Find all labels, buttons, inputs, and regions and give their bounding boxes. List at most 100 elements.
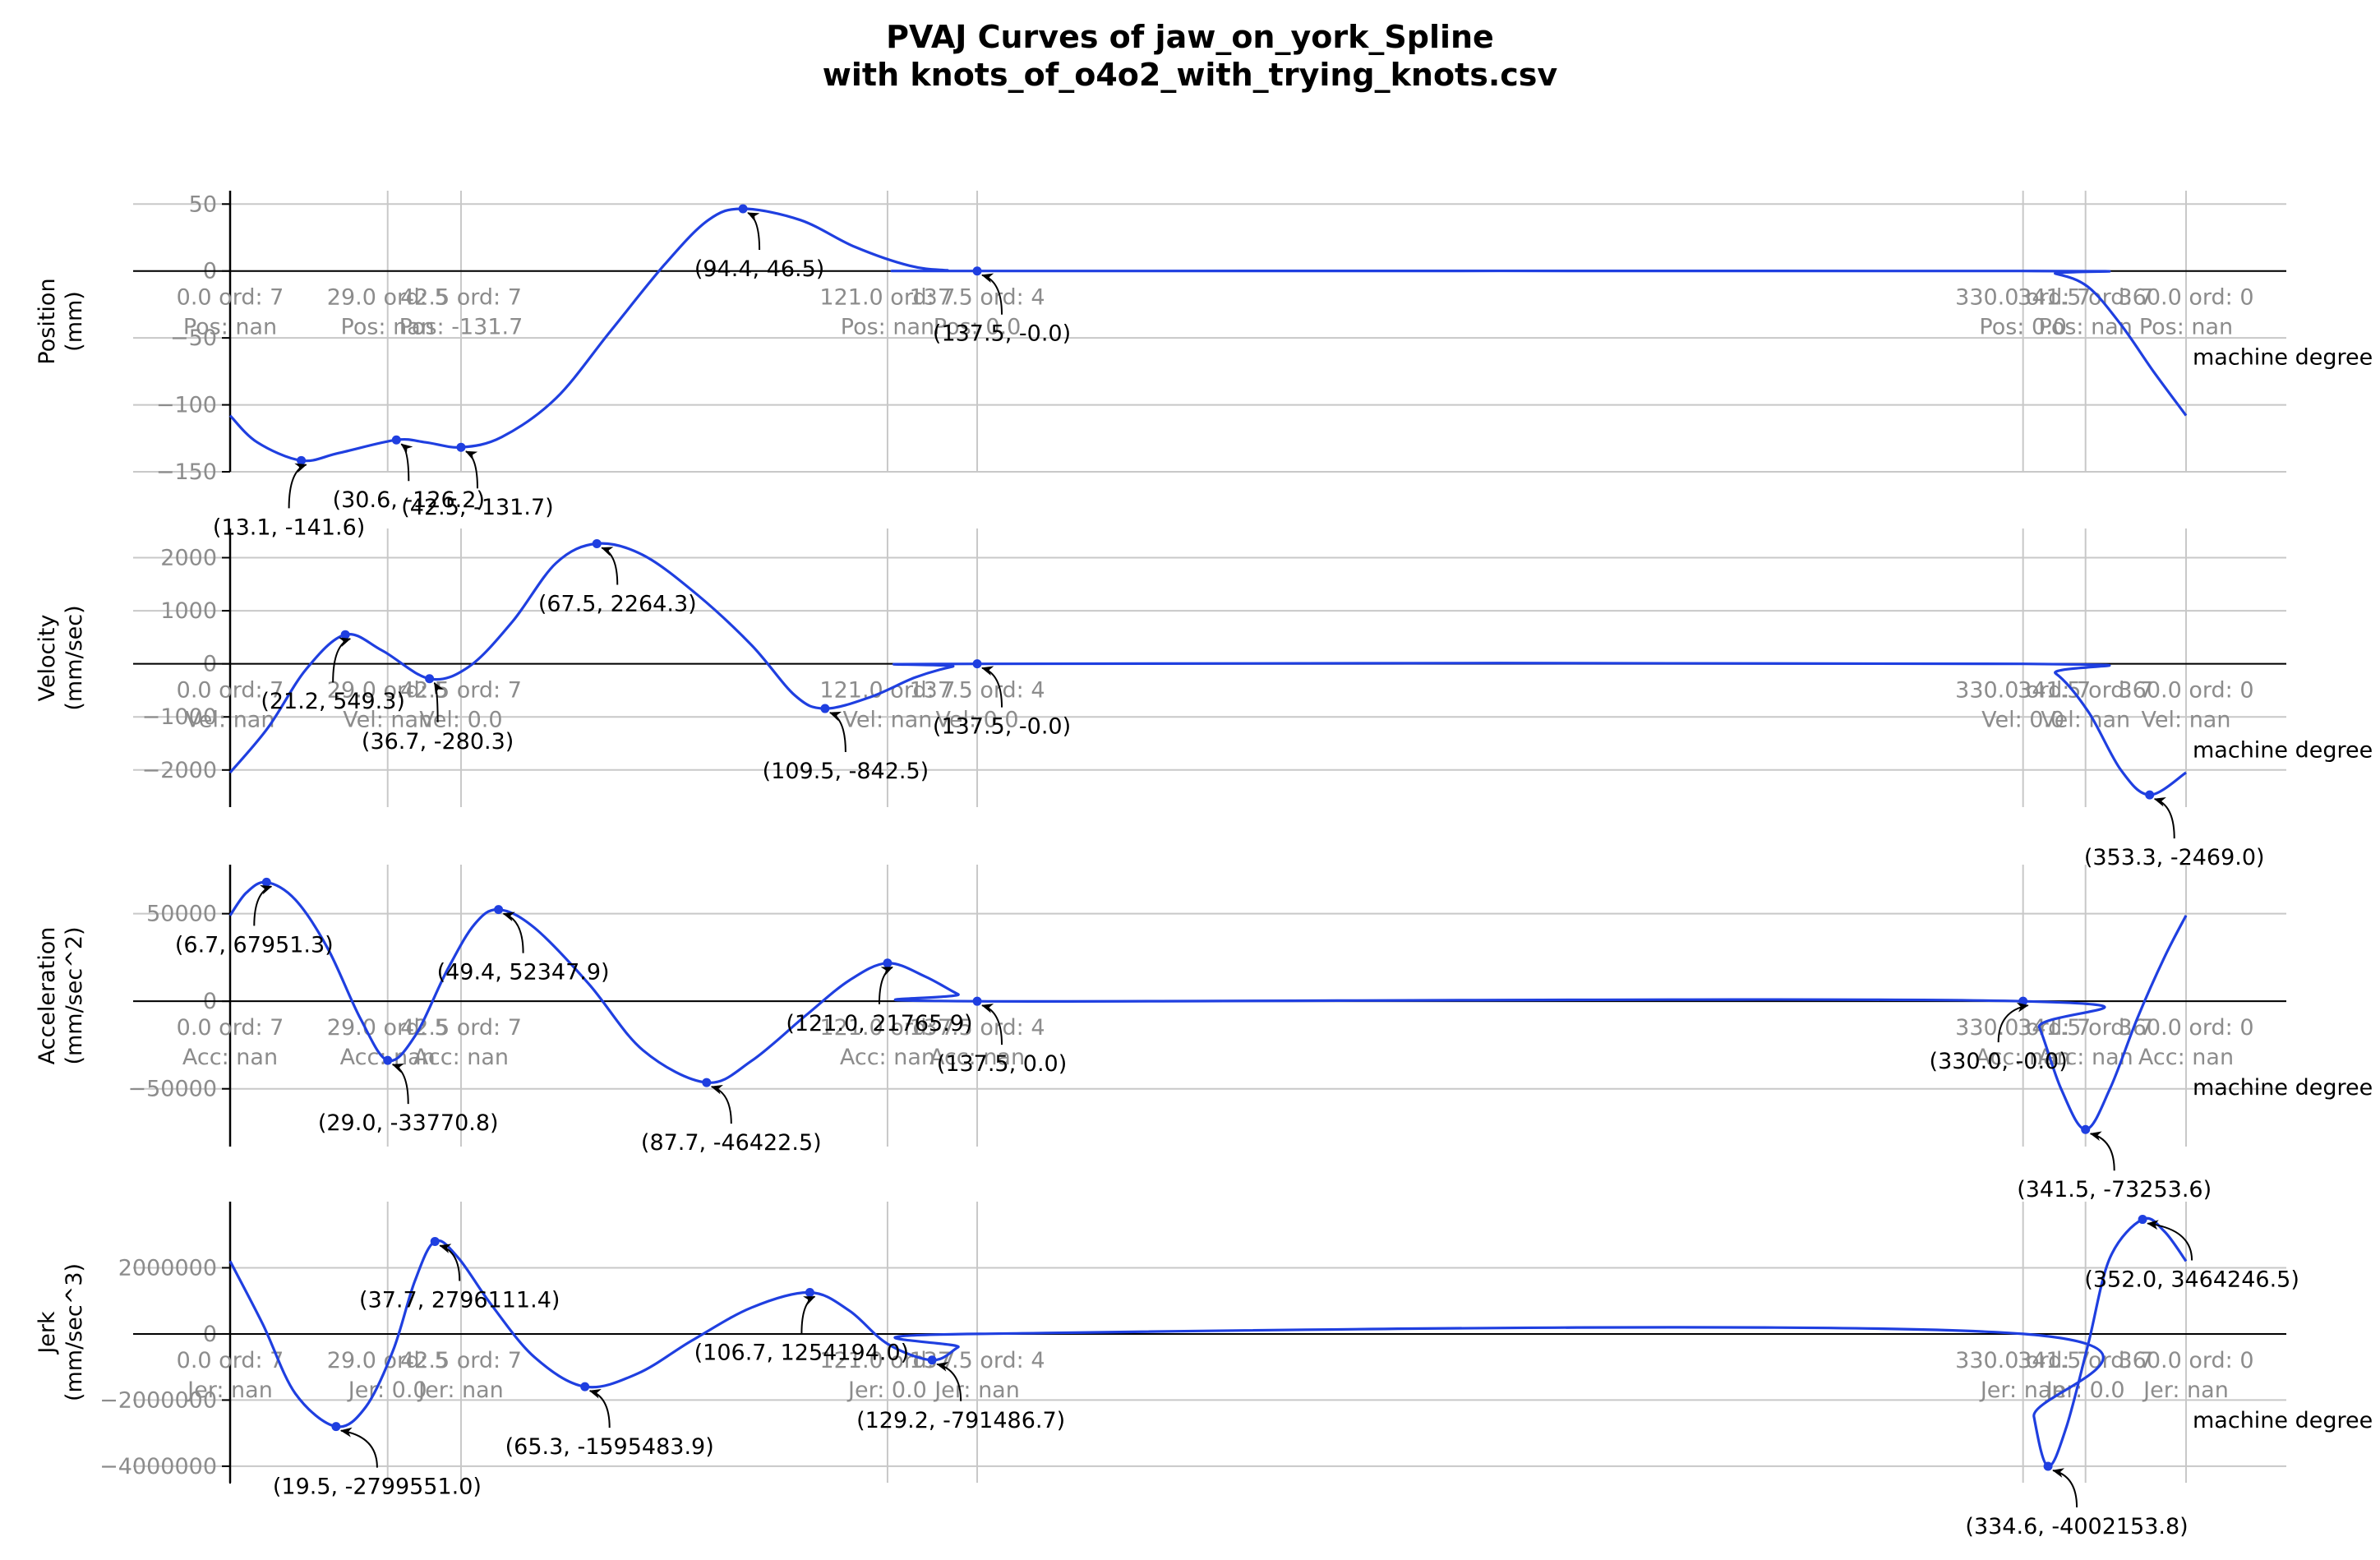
knot-label-value: Acc: nan bbox=[2138, 1045, 2234, 1070]
annotation-arrow bbox=[878, 966, 893, 1004]
knot-label-order: 330.0 ord: 7 bbox=[1955, 1348, 2091, 1373]
knot-label-value: Jer: nan bbox=[2142, 1378, 2229, 1403]
knot-label-order: 121.0 ord: 7 bbox=[819, 285, 955, 311]
extremum-label: (36.7, -280.3) bbox=[362, 729, 514, 755]
knot-label-value: Jer: 0.0 bbox=[2045, 1378, 2125, 1403]
annotation-arrow bbox=[981, 273, 1003, 315]
knot-label-value: Acc: nan bbox=[182, 1045, 278, 1070]
extremum-point bbox=[383, 1055, 393, 1065]
knot-label-order: 137.5 ord: 4 bbox=[910, 678, 1045, 704]
y-axis-label-line: (mm/sec) bbox=[62, 605, 87, 710]
annotation-arrow bbox=[465, 450, 478, 489]
extremum-label: (129.2, -791486.7) bbox=[856, 1408, 1065, 1433]
y-tick-label: −50000 bbox=[127, 1077, 217, 1102]
annotation-arrow bbox=[253, 884, 273, 926]
knot-label-order: 42.5 ord: 7 bbox=[400, 678, 522, 704]
knot-label-value: Pos: 0.0 bbox=[934, 315, 1022, 340]
extremum-point bbox=[738, 204, 748, 214]
extremum-point bbox=[927, 1355, 937, 1365]
annotation-arrow bbox=[601, 547, 619, 585]
x-axis-label: machine degree bbox=[2193, 738, 2373, 764]
knot-label-order: 29.0 ord: 5 bbox=[327, 1015, 449, 1041]
annotation-arrow bbox=[433, 681, 445, 722]
extremum-label: (87.7, -46422.5) bbox=[641, 1130, 822, 1156]
annotation-arrow bbox=[2147, 1220, 2193, 1261]
extremum-label: (6.7, 67951.3) bbox=[175, 932, 334, 958]
knot-label-value: Acc: nan bbox=[929, 1045, 1025, 1070]
knot-label-order: 137.5 ord: 4 bbox=[910, 285, 1045, 311]
extremum-label: (13.1, -141.6) bbox=[213, 515, 365, 540]
annotation-arrow bbox=[400, 443, 413, 482]
knot-label-order: 330.0 ord: 7 bbox=[1955, 678, 2091, 704]
knot-label-value: Pos: nan bbox=[2139, 315, 2233, 340]
knot-label-value: Vel: 0.0 bbox=[419, 708, 502, 733]
knot-label-value: Vel: nan bbox=[2041, 708, 2130, 733]
knot-label-order: 0.0 ord: 7 bbox=[177, 1348, 284, 1373]
y-axis-label: Acceleration(mm/sec^2) bbox=[35, 926, 87, 1064]
knot-label-value: Vel: nan bbox=[2142, 708, 2231, 733]
knot-label-order: 0.0 ord: 7 bbox=[177, 285, 284, 311]
chart-title-line-2: with knots_of_o4o2_with_trying_knots.csv bbox=[822, 57, 1558, 93]
knot-label-order: 360.0 ord: 0 bbox=[2118, 285, 2253, 311]
extremum-label: (49.4, 52347.9) bbox=[437, 960, 610, 985]
knot-label-value: Vel: nan bbox=[186, 708, 275, 733]
y-axis-label-line: Position bbox=[35, 278, 60, 364]
knot-label-order: 121.0 ord: 7 bbox=[819, 1015, 955, 1041]
extremum-point bbox=[972, 659, 982, 669]
y-axis-label-line: Velocity bbox=[35, 615, 60, 702]
knot-label-value: Jer: 0.0 bbox=[846, 1378, 927, 1403]
y-tick-label: −50 bbox=[170, 325, 217, 351]
annotation-arrow bbox=[800, 1295, 816, 1334]
y-tick-label: −4000000 bbox=[99, 1454, 217, 1479]
extremum-point bbox=[430, 1236, 440, 1246]
extremum-label: (109.5, -842.5) bbox=[763, 759, 929, 784]
knot-label-order: 29.0 ord: 5 bbox=[327, 285, 449, 311]
annotation-arrow bbox=[981, 1004, 1003, 1045]
y-tick-label: −150 bbox=[156, 459, 217, 485]
series-line bbox=[228, 880, 2188, 1131]
y-tick-label: −2000 bbox=[142, 758, 217, 783]
knot-label-value: Jer: nan bbox=[417, 1378, 504, 1403]
y-axis-label-line: (mm/sec^3) bbox=[62, 1263, 87, 1401]
y-tick-label: 1000 bbox=[160, 598, 217, 624]
knot-label-value: Pos: nan bbox=[2039, 315, 2133, 340]
x-axis-label: machine degree bbox=[2193, 1075, 2373, 1101]
annotation-arrow bbox=[439, 1244, 461, 1281]
extremum-label: (137.5, 0.0) bbox=[937, 1051, 1067, 1077]
extremum-point bbox=[2138, 1215, 2147, 1225]
knot-label-value: Jer: nan bbox=[186, 1378, 273, 1403]
y-tick-label: −1000 bbox=[142, 704, 217, 730]
extremum-point bbox=[425, 674, 435, 684]
extremum-label: (330.0, -0.0) bbox=[1930, 1049, 2068, 1074]
knot-label-value: Acc: nan bbox=[1976, 1045, 2071, 1070]
annotation-arrow bbox=[391, 1063, 409, 1105]
annotation-arrow bbox=[502, 912, 524, 953]
extremum-label: (94.4, 46.5) bbox=[694, 256, 824, 282]
y-tick-label: −100 bbox=[156, 393, 217, 418]
knot-label-value: Pos: nan bbox=[341, 315, 435, 340]
extremum-label: (67.5, 2264.3) bbox=[538, 591, 697, 616]
annotation-arrow bbox=[981, 666, 1003, 708]
knot-label-order: 341.5 ord: 7 bbox=[2018, 678, 2153, 704]
extremum-point bbox=[2145, 790, 2155, 800]
y-tick-label: 50 bbox=[189, 192, 217, 217]
annotation-arrow bbox=[288, 463, 307, 509]
series-line bbox=[228, 207, 2188, 463]
knot-label-value: Vel: nan bbox=[343, 708, 432, 733]
annotation-arrow bbox=[710, 1084, 732, 1124]
extremum-label: (29.0, -33770.8) bbox=[318, 1110, 499, 1136]
y-axis-label-line: (mm/sec^2) bbox=[62, 926, 87, 1064]
extremum-point bbox=[820, 704, 830, 713]
extremum-point bbox=[2081, 1124, 2091, 1134]
y-axis-label-line: Jerk bbox=[35, 1311, 60, 1355]
annotation-arrow bbox=[747, 212, 761, 250]
extremum-point bbox=[883, 958, 892, 968]
y-tick-label: 2000 bbox=[160, 546, 217, 571]
x-axis-label: machine degree bbox=[2193, 345, 2373, 371]
extremum-label: (137.5, -0.0) bbox=[933, 321, 1071, 347]
extremum-label: (106.7, 1254194.0) bbox=[694, 1340, 910, 1365]
extremum-point bbox=[331, 1422, 341, 1432]
knot-label-order: 360.0 ord: 0 bbox=[2118, 1015, 2253, 1041]
